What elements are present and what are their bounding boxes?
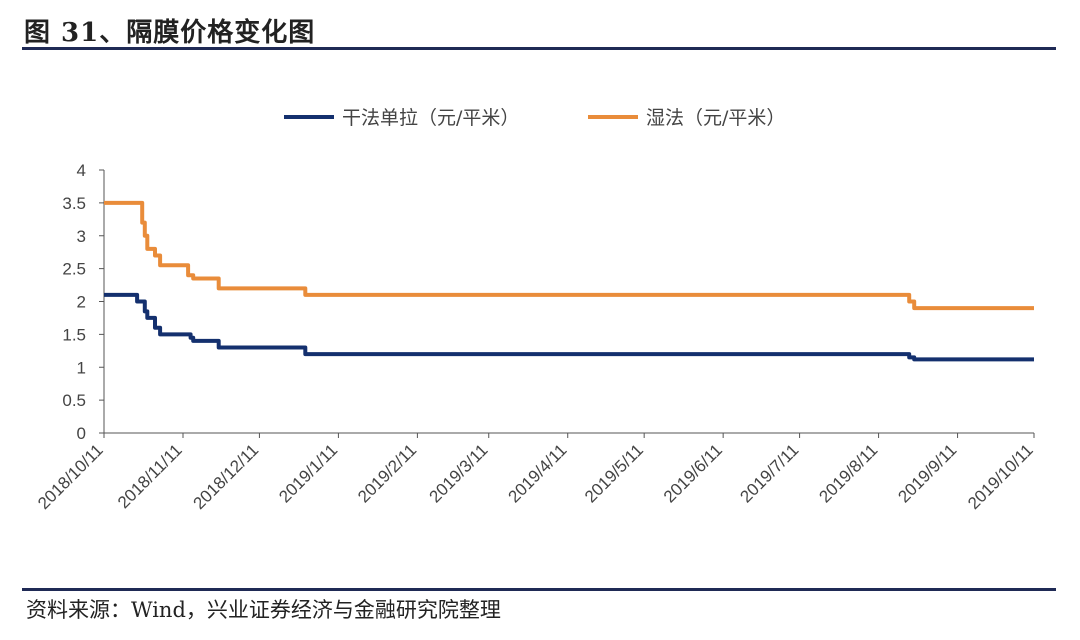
y-tick-label: 2.5 — [62, 260, 86, 279]
source-divider — [22, 588, 1056, 591]
y-tick-label: 1 — [77, 358, 86, 377]
x-tick-label: 2019/2/11 — [354, 440, 420, 506]
source-note: 资料来源：Wind，兴业证券经济与金融研究院整理 — [26, 598, 501, 622]
wet-process-series-line — [104, 200, 1034, 311]
dry-process-series-line — [104, 292, 1034, 362]
figure-title: 图 31、隔膜价格变化图 — [24, 18, 316, 48]
y-tick-label: 3 — [77, 227, 86, 246]
y-tick-label: 1.5 — [62, 325, 86, 344]
x-tick-label: 2018/10/11 — [34, 440, 107, 513]
x-tick-label: 2019/3/11 — [426, 440, 492, 506]
x-tick-label: 2019/6/11 — [660, 440, 726, 506]
y-tick-label: 2 — [77, 293, 86, 312]
y-tick-label: 4 — [77, 161, 86, 180]
x-tick-label: 2019/7/11 — [736, 440, 802, 506]
x-tick-label: 2019/5/11 — [581, 440, 647, 506]
x-tick-label: 2019/10/11 — [964, 440, 1037, 513]
legend-label-dry: 干法单拉（元/平米） — [342, 107, 519, 129]
x-tick-label: 2019/8/11 — [815, 440, 881, 506]
x-tick-label: 2018/12/11 — [190, 440, 263, 513]
x-tick-label: 2019/1/11 — [275, 440, 341, 506]
x-tick-label: 2019/9/11 — [894, 440, 960, 506]
x-tick-label: 2019/4/11 — [505, 440, 571, 506]
y-tick-label: 0 — [77, 424, 86, 443]
title-divider — [22, 47, 1056, 50]
x-tick-label: 2018/11/11 — [114, 440, 186, 512]
legend-label-wet: 湿法（元/平米） — [646, 107, 785, 129]
y-tick-label: 0.5 — [62, 391, 86, 410]
y-tick-label: 3.5 — [62, 194, 86, 213]
